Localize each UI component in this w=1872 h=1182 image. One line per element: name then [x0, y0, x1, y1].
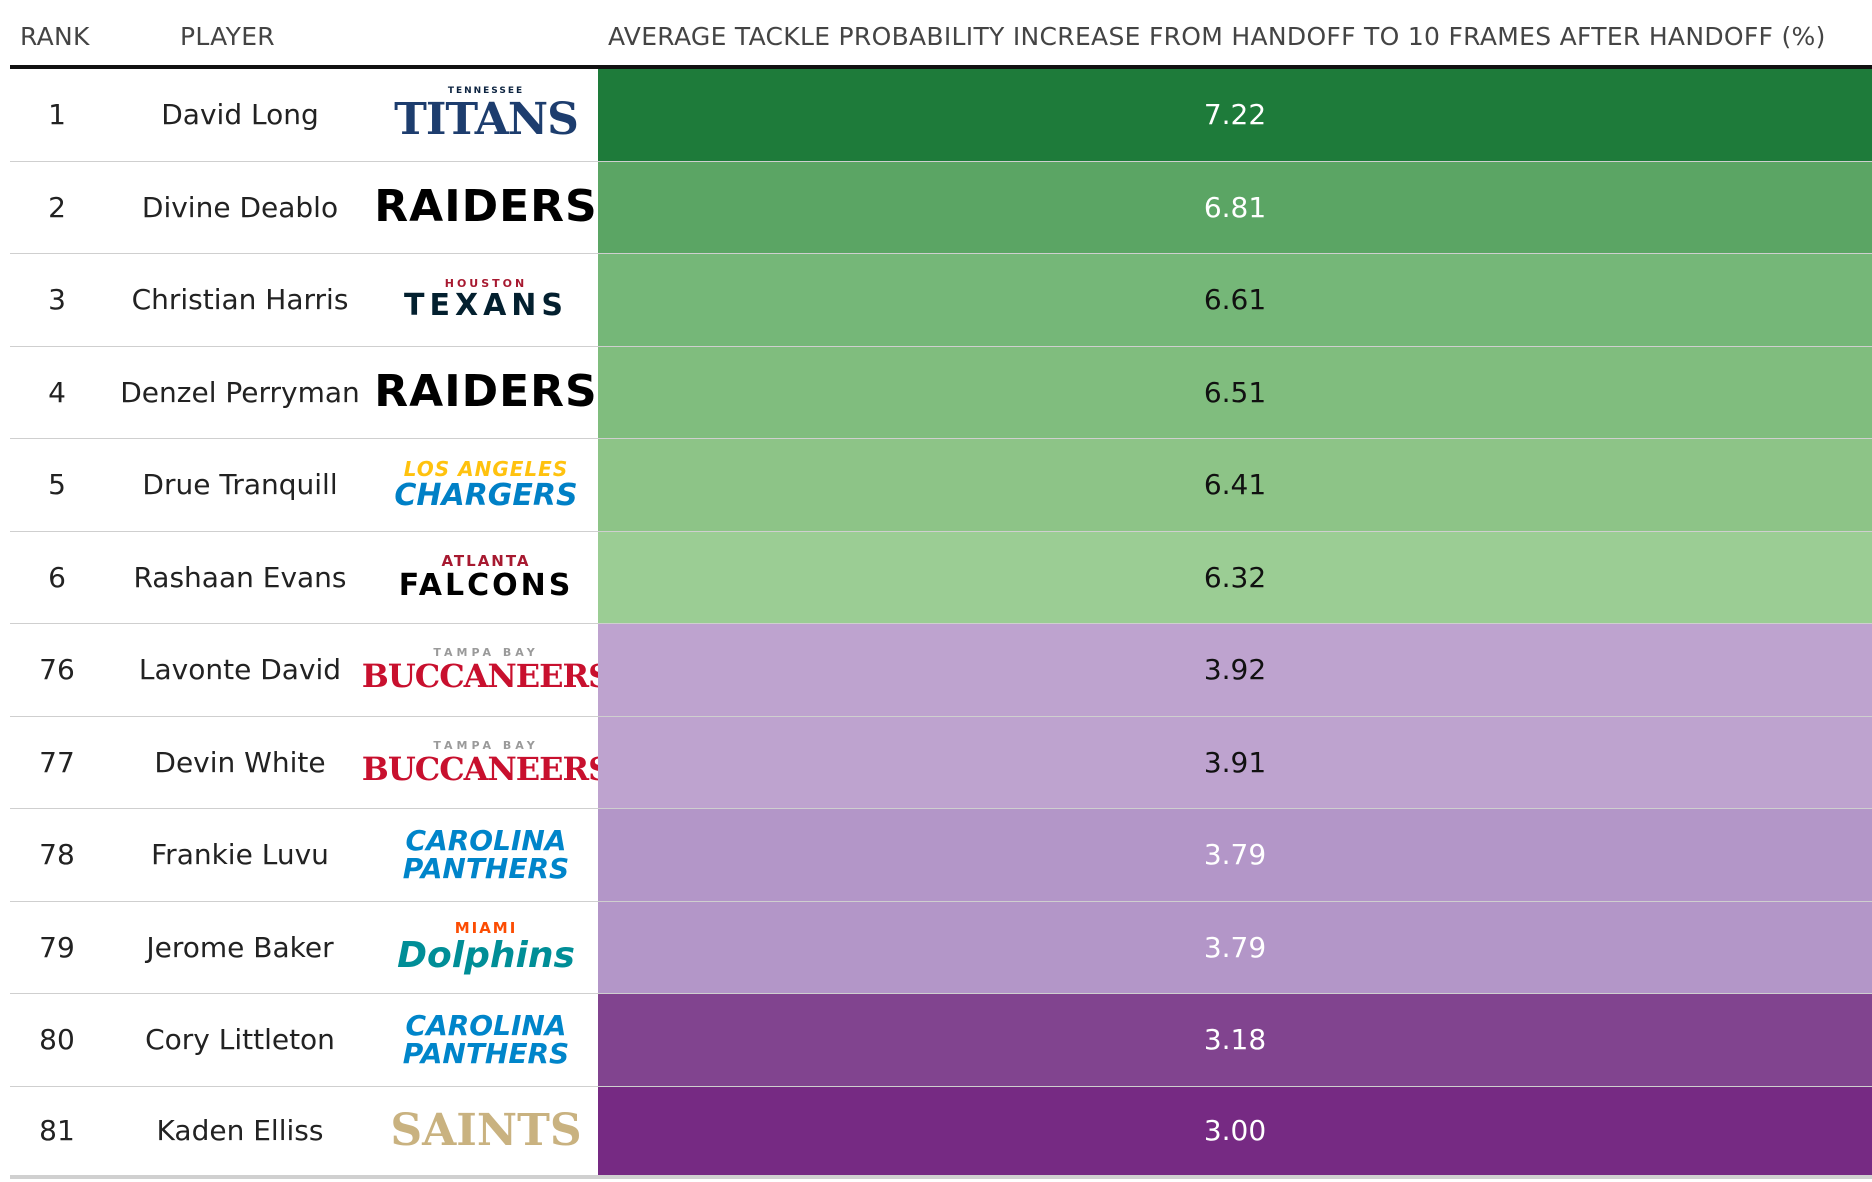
rank-cell: 76 [39, 653, 75, 687]
table-row: 3 Christian Harris HOUSTON TEXANS 6.61 [10, 254, 1872, 347]
value-cell: 6.81 [598, 161, 1872, 253]
team-logo-city: HOUSTON [444, 277, 528, 291]
team-logo-name: TEXANS [403, 288, 569, 324]
table-row: 2 Divine Deablo RAIDERS 6.81 [10, 161, 1872, 254]
player-cell: Drue Tranquill [142, 468, 338, 502]
rank-cell: 77 [39, 745, 75, 779]
team-logo-city: TENNESSEE [447, 86, 525, 97]
team-logo-wordmark: CAROLINA PANTHERS [402, 823, 570, 885]
player-cell: David Long [161, 98, 319, 132]
rank-cell: 79 [39, 930, 75, 964]
header-player: PLAYER [180, 22, 275, 51]
table-row: 78 Frankie Luvu CAROLINA PANTHERS 3.79 [10, 809, 1872, 902]
player-cell: Denzel Perryman [120, 375, 360, 409]
team-logo-wordmark: RAIDERS [374, 370, 597, 414]
team-logo-wordmark: LOS ANGELES CHARGERS [394, 459, 577, 511]
player-cell: Cory Littleton [145, 1023, 335, 1057]
player-cell: Rashaan Evans [133, 560, 347, 594]
value-cell: 6.41 [598, 439, 1872, 531]
team-logo-wordmark: HOUSTON TEXANS [404, 278, 568, 321]
team-logo-name: SAINTS [390, 1104, 582, 1156]
table-row: 79 Jerome Baker MIAMI Dolphins 3.79 [10, 901, 1872, 994]
table-header: RANK PLAYER AVERAGE TACKLE PROBABILITY I… [0, 0, 1872, 66]
rank-cell: 80 [39, 1023, 75, 1057]
team-logo-city: TAMPA BAY [433, 646, 539, 660]
team-logo: HOUSTON TEXANS [366, 254, 606, 346]
team-logo-name: PANTHERS [402, 851, 570, 885]
team-logo-wordmark: ATLANTA FALCONS [398, 551, 574, 603]
team-logo: RAIDERS [366, 347, 606, 439]
team-logo-name: PANTHERS [402, 1036, 570, 1070]
value-cell: 3.18 [598, 994, 1872, 1086]
team-logo-wordmark: RAIDERS [374, 185, 597, 229]
header-metric: AVERAGE TACKLE PROBABILITY INCREASE FROM… [608, 22, 1826, 51]
team-logo-name: Dolphins [397, 934, 575, 976]
team-logo: TAMPA BAY BUCCANEERS [362, 624, 611, 716]
value-cell: 3.79 [598, 901, 1872, 993]
team-logo: MIAMI Dolphins [366, 902, 606, 994]
team-logo: TENNESSEE TITANS [366, 69, 606, 161]
team-logo-name: BUCCANEERS [361, 657, 611, 696]
player-cell: Christian Harris [131, 283, 349, 317]
value-cell: 6.51 [598, 346, 1872, 438]
player-cell: Jerome Baker [146, 930, 334, 964]
team-logo-city: MIAMI [454, 918, 518, 937]
rank-cell: 2 [48, 190, 66, 224]
player-cell: Devin White [154, 745, 326, 779]
player-cell: Frankie Luvu [151, 838, 329, 872]
team-logo-name: CAROLINA [405, 823, 567, 857]
team-logo-name: FALCONS [398, 567, 574, 603]
team-logo: LOS ANGELES CHARGERS [366, 439, 606, 531]
value-cell: 6.32 [598, 531, 1872, 623]
table-row: 5 Drue Tranquill LOS ANGELES CHARGERS 6.41 [10, 439, 1872, 532]
rank-cell: 4 [48, 375, 66, 409]
team-logo-name: BUCCANEERS [361, 749, 611, 788]
rank-cell: 1 [48, 98, 66, 132]
rank-cell: 78 [39, 838, 75, 872]
team-logo-name: TITANS [394, 94, 579, 146]
team-logo-wordmark: TAMPA BAY BUCCANEERS [361, 646, 611, 696]
team-logo-name: RAIDERS [374, 366, 598, 418]
team-logo: CAROLINA PANTHERS [366, 809, 606, 901]
value-cell: 3.79 [598, 809, 1872, 901]
table-row: 80 Cory Littleton CAROLINA PANTHERS 3.18 [10, 994, 1872, 1087]
team-logo-wordmark: TENNESSEE TITANS [394, 86, 579, 146]
header-rule [10, 65, 1872, 69]
team-logo-wordmark: SAINTS [390, 1104, 582, 1156]
table-row: 4 Denzel Perryman RAIDERS 6.51 [10, 346, 1872, 439]
header-rank: RANK [20, 22, 90, 51]
player-cell: Kaden Elliss [156, 1114, 324, 1148]
table-row: 81 Kaden Elliss SAINTS 3.00 [10, 1086, 1872, 1179]
value-cell: 3.92 [598, 624, 1872, 716]
team-logo: CAROLINA PANTHERS [366, 994, 606, 1086]
rank-cell: 81 [39, 1114, 75, 1148]
team-logo-wordmark: MIAMI Dolphins [397, 918, 575, 976]
rank-cell: 6 [48, 560, 66, 594]
team-logo-wordmark: TAMPA BAY BUCCANEERS [361, 738, 611, 788]
team-logo-city: ATLANTA [441, 551, 531, 570]
rank-cell: 5 [48, 468, 66, 502]
value-cell: 6.61 [598, 254, 1872, 346]
player-cell: Divine Deablo [141, 190, 339, 224]
team-logo: SAINTS [366, 1087, 606, 1176]
team-logo: TAMPA BAY BUCCANEERS [362, 717, 611, 809]
value-cell: 3.00 [598, 1086, 1872, 1175]
team-logo-name: CHARGERS [394, 477, 578, 513]
player-cell: Lavonte David [138, 653, 342, 687]
table-row: 76 Lavonte David TAMPA BAY BUCCANEERS 3.92 [10, 624, 1872, 717]
ranking-table: 1 David Long TENNESSEE TITANS 7.22 2 Divine De… [10, 69, 1872, 1179]
value-cell: 3.91 [598, 716, 1872, 808]
team-logo-name: RAIDERS [374, 181, 598, 233]
table-row: 6 Rashaan Evans ATLANTA FALCONS 6.32 [10, 531, 1872, 624]
team-logo: ATLANTA FALCONS [366, 532, 606, 624]
rank-cell: 3 [48, 283, 66, 317]
team-logo: RAIDERS [366, 162, 606, 254]
table-row: 77 Devin White TAMPA BAY BUCCANEERS 3.91 [10, 716, 1872, 809]
team-logo-wordmark: CAROLINA PANTHERS [402, 1008, 570, 1070]
value-cell: 7.22 [598, 69, 1872, 161]
team-logo-city: TAMPA BAY [433, 738, 539, 752]
team-logo-city: LOS ANGELES [403, 456, 569, 481]
table-row: 1 David Long TENNESSEE TITANS 7.22 [10, 69, 1872, 162]
team-logo-name: CAROLINA [405, 1008, 567, 1042]
